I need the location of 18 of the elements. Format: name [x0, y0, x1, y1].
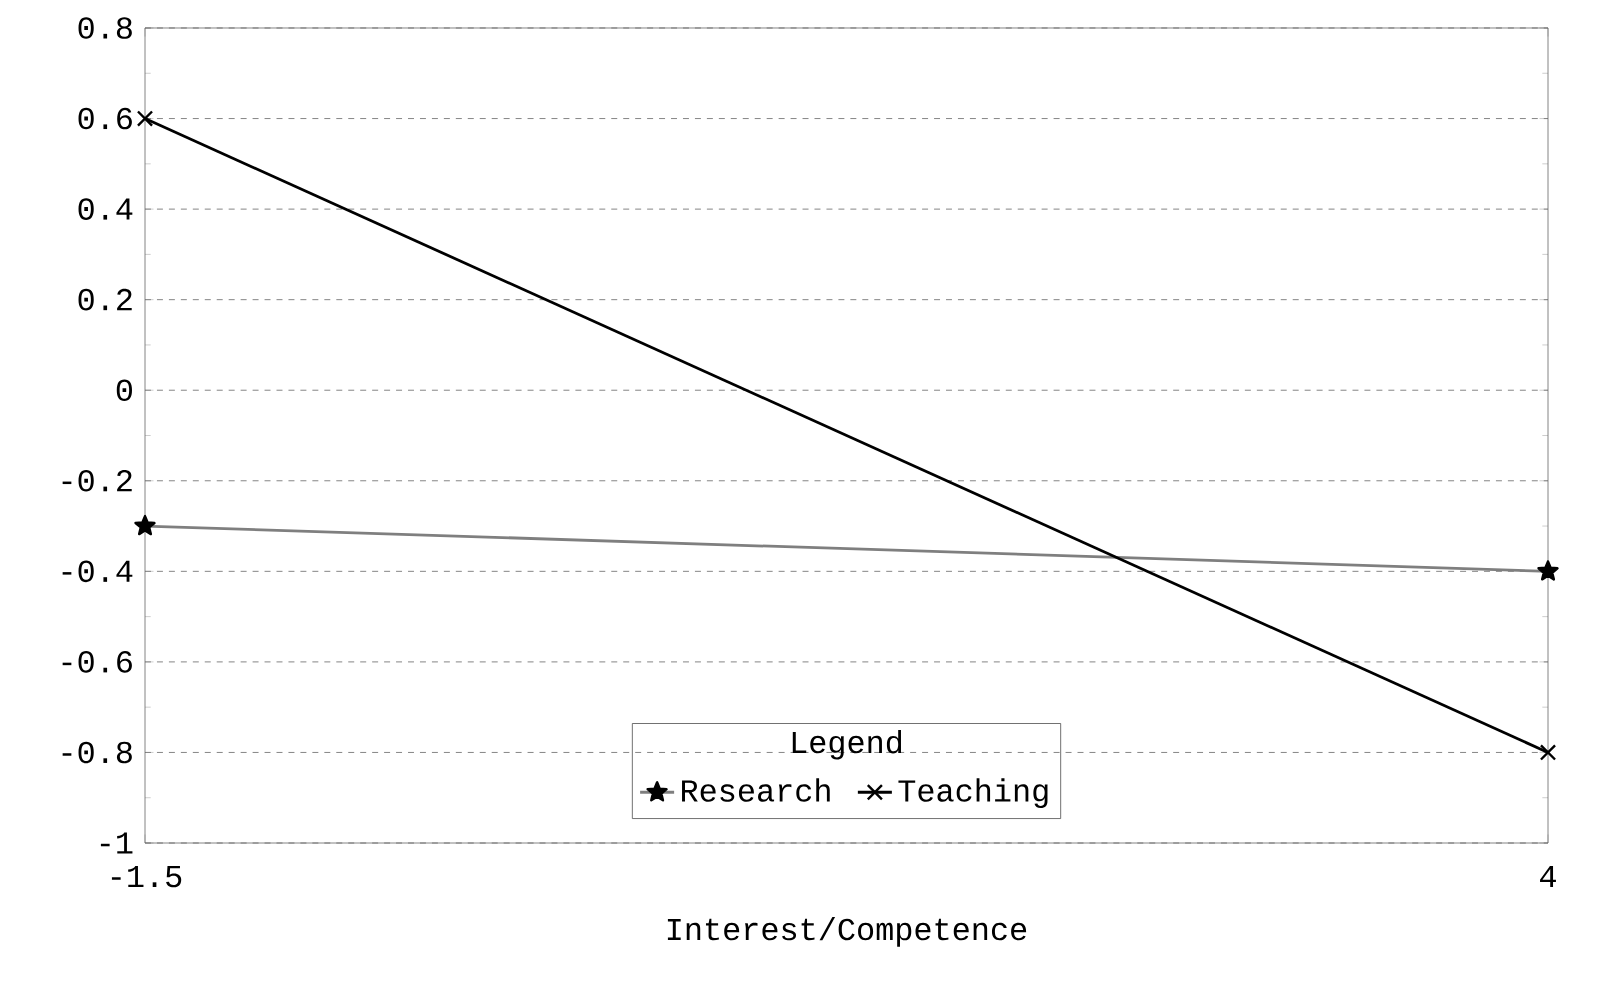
x-tick-label: -1.5: [111, 865, 182, 888]
y-tick-label: -1: [100, 832, 133, 854]
point: [136, 110, 154, 127]
y-tick-label: 0.8: [78, 17, 132, 39]
y-tick-label: -0.6: [62, 651, 132, 673]
legend-label: Teaching: [898, 778, 1048, 809]
y-tick-label: -0.4: [62, 560, 133, 583]
y-tick-label: -0.8: [62, 741, 132, 764]
y-tick-label: -0.2: [62, 469, 132, 492]
legend-label: Research: [682, 778, 830, 802]
y-tick-label: 0: [116, 379, 132, 402]
legend-title: Legend: [792, 729, 902, 760]
point: [1539, 744, 1557, 761]
y-tick-label: 0.6: [78, 107, 132, 130]
y-tick-label: 0.2: [78, 288, 132, 311]
x-tick-label: 4: [1540, 865, 1556, 887]
x-axis-title: Interest/Competence: [667, 916, 1027, 947]
y-tick-label: 0.4: [78, 198, 133, 220]
